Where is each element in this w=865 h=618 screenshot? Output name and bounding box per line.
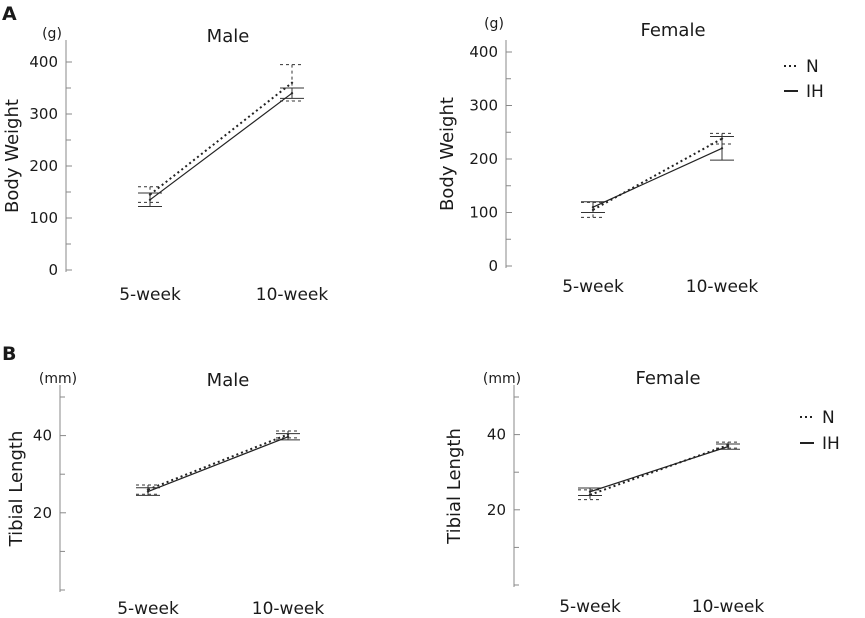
y-axis-label: Tibial Length <box>6 431 27 548</box>
legend-label-n: N <box>806 57 819 77</box>
x-category-label-10-week: 10-week <box>686 277 759 297</box>
series-line-ih <box>147 436 289 493</box>
y-tick-label: 200 <box>29 157 58 175</box>
legend-label-ih: IH <box>822 434 840 454</box>
chart-b-female: Female (mm) Tibial Length 20 40 5-week 10-week… <box>444 368 840 617</box>
y-tick-label: 20 <box>33 504 52 522</box>
y-tick-label: 100 <box>29 209 58 227</box>
series-line-n <box>589 444 729 496</box>
series-line-n <box>592 137 723 211</box>
y-tick-label: 20 <box>487 501 506 519</box>
panel-letter-b: B <box>2 343 16 365</box>
x-category-label-10-week: 10-week <box>252 599 325 618</box>
chart-a-male: Male (g) Body Weight 0 100 200 300 400 5-week 10-… <box>2 26 328 305</box>
y-tick-label: 0 <box>488 257 498 275</box>
y-tick-label: 400 <box>469 43 498 61</box>
y-tick-label: 300 <box>469 97 498 115</box>
y-unit-label: (g) <box>42 26 62 42</box>
series-line-ih <box>589 446 729 493</box>
x-category-label-10-week: 10-week <box>692 597 765 617</box>
x-category-label-5-week: 5-week <box>562 277 624 297</box>
y-tick-label: 400 <box>29 53 58 71</box>
y-tick-label: 200 <box>469 150 498 168</box>
x-category-label-5-week: 5-week <box>117 599 179 618</box>
x-category-label-10-week: 10-week <box>256 285 329 305</box>
chart-b-male: Male (mm) Tibial Length 20 40 5-week 10-week <box>6 370 324 618</box>
y-tick-label: 40 <box>33 427 52 445</box>
x-category-label-5-week: 5-week <box>119 285 181 305</box>
y-axis-label: Body Weight <box>2 99 23 213</box>
legend-label-n: N <box>822 408 835 428</box>
series-line-ih <box>592 147 723 208</box>
y-axis-label: Body Weight <box>437 97 458 211</box>
y-unit-label: (mm) <box>483 371 521 387</box>
series-line-ih <box>149 92 293 201</box>
chart-a-female: Female (g) Body Weight 0 100 200 300 400 5-week 1… <box>437 16 824 297</box>
y-tick-label: 40 <box>487 426 506 444</box>
y-unit-label: (mm) <box>39 371 77 387</box>
series-line-n <box>149 82 293 196</box>
chart-title: Male <box>207 26 250 47</box>
legend: N IH <box>800 408 840 454</box>
panel-letter-a: A <box>2 3 17 25</box>
y-tick-label: 100 <box>469 204 498 222</box>
y-tick-label: 0 <box>48 261 58 279</box>
y-axis-label: Tibial Length <box>444 428 465 545</box>
chart-title: Female <box>635 368 700 389</box>
series-line-n <box>147 433 289 491</box>
legend-label-ih: IH <box>806 82 824 102</box>
y-tick-label: 300 <box>29 105 58 123</box>
x-category-label-5-week: 5-week <box>559 597 621 617</box>
chart-title: Female <box>640 20 705 41</box>
legend: N IH <box>784 57 824 102</box>
y-unit-label: (g) <box>484 16 504 32</box>
chart-title: Male <box>207 370 250 391</box>
